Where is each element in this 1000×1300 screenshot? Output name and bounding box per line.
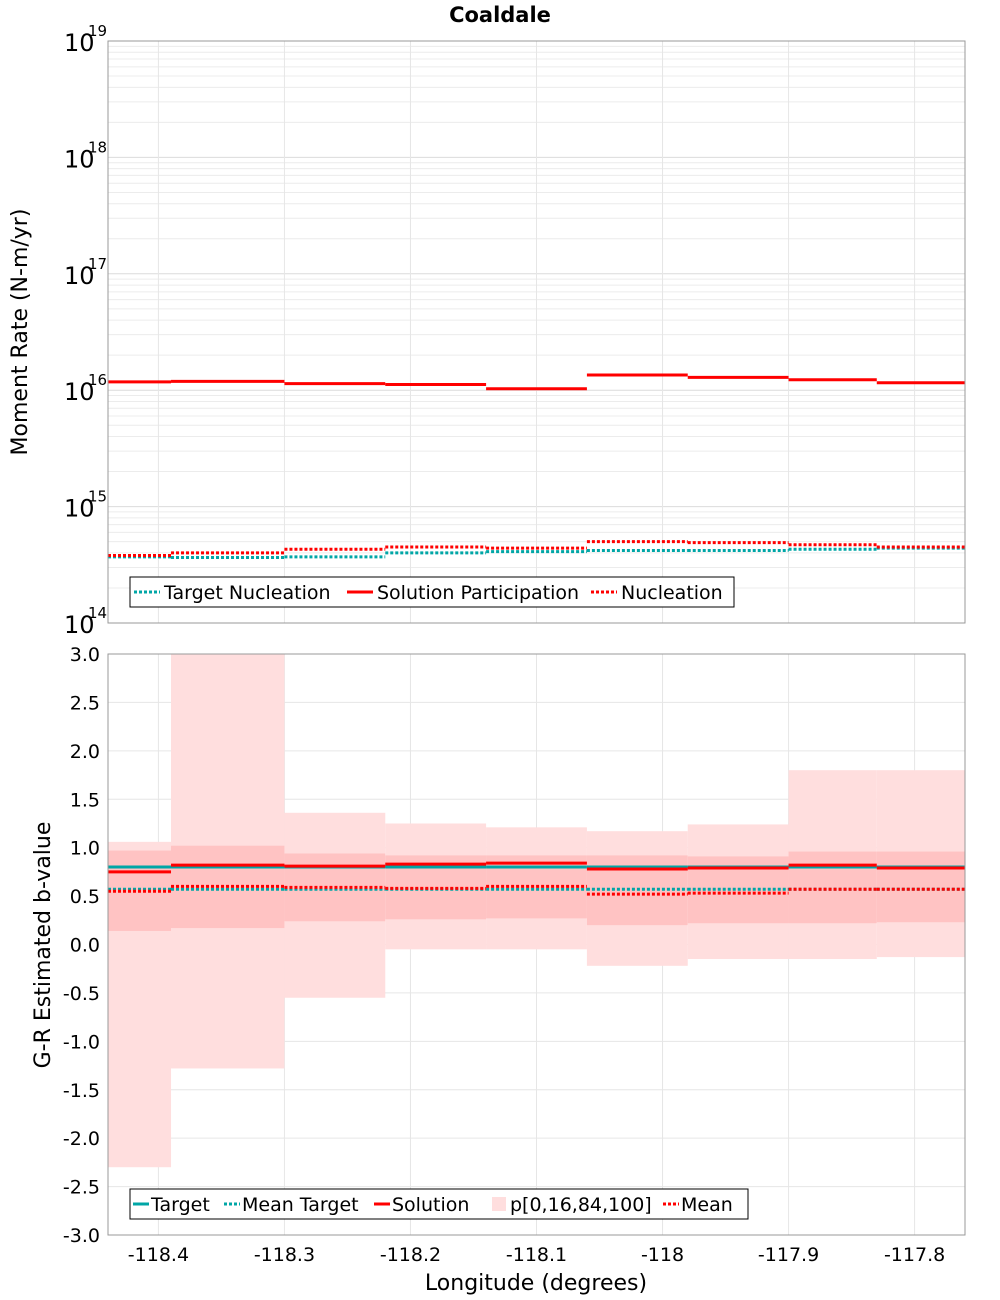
legend-label-p-0-16-84-100: p[0,16,84,100]	[510, 1194, 652, 1216]
y-tick-label: -0.5	[63, 983, 100, 1005]
x-tick-labels: -118.4 -118.3 -118.2 -118.1 -118 -117.9 -117.8	[128, 1244, 945, 1266]
y-tick-label: -3.0	[63, 1225, 100, 1247]
series-solution	[108, 861, 965, 874]
legend-swatch-p-0-16-84-100	[492, 1197, 506, 1211]
tick-base: 10	[64, 145, 95, 173]
tick-exponent: 17	[88, 255, 107, 273]
top-gridlines	[108, 41, 965, 624]
x-tick-label: -118.4	[128, 1244, 189, 1266]
x-tick-label: -117.9	[758, 1244, 819, 1266]
y-tick-label: 2.5	[70, 692, 100, 714]
bottom-legend: Target Mean Target Solution p[0,16,84,100] M…	[129, 1188, 749, 1220]
legend-label-target: Target	[150, 1194, 210, 1216]
legend-label-mean: Mean	[681, 1194, 733, 1216]
y-tick-label: 1.5	[70, 789, 100, 811]
tick-exponent: 18	[88, 138, 107, 156]
legend-label-solution: Solution	[392, 1194, 469, 1216]
tick-base: 10	[64, 29, 95, 57]
legend-box	[129, 576, 735, 608]
bottom-y-tick-labels: 3.0 2.5 2.0 1.5 1.0 0.5 0.0 -0.5 -1.0 -1.5 -2.0 -2.…	[63, 644, 100, 1247]
chart-title: Coaldale	[449, 3, 551, 27]
y-tick-label: 0.0	[70, 935, 100, 957]
band-p16-p84	[788, 851, 877, 924]
tick-base: 10	[64, 495, 95, 523]
tick-exponent: 16	[88, 371, 107, 389]
x-tick-label: -117.8	[884, 1244, 945, 1266]
band-p16-p84	[876, 851, 965, 923]
y-tick-label: 2.0	[70, 741, 100, 763]
series-solution-participation	[108, 373, 965, 391]
legend-box	[129, 1188, 749, 1220]
top-plot-frame	[107, 40, 966, 624]
y-tick-label: 1.0	[70, 838, 100, 860]
tick-base: 10	[64, 378, 95, 406]
series-mean	[108, 884, 965, 896]
top-y-axis-label: Moment Rate (N-m/yr)	[8, 209, 33, 456]
x-tick-label: -118.2	[380, 1244, 441, 1266]
y-tick-label: -1.0	[63, 1031, 100, 1053]
legend-label-target-nucleation: Target Nucleation	[163, 582, 331, 604]
x-tick-label: -118.1	[506, 1244, 567, 1266]
tick-base: 10	[64, 611, 95, 639]
y-tick-label: -2.5	[63, 1177, 100, 1199]
top-series	[108, 373, 965, 560]
y-tick-label: 0.5	[70, 886, 100, 908]
y-tick-label: -2.0	[63, 1128, 100, 1150]
bottom-panel: 3.0 2.5 2.0 1.5 1.0 0.5 0.0 -0.5 -1.0 -1.5 -2.0 -2.…	[63, 644, 966, 1266]
tick-exponent: 19	[88, 22, 107, 40]
y-tick-label: 3.0	[70, 644, 100, 666]
x-tick-label: -118.3	[254, 1244, 315, 1266]
legend-label-nucleation: Nucleation	[621, 582, 723, 604]
legend-label-solution-participation: Solution Participation	[377, 582, 579, 604]
series-nucleation	[108, 540, 965, 558]
bottom-y-axis-label: G-R Estimated b-value	[31, 822, 56, 1069]
top-legend: Target Nucleation Solution Participation N…	[129, 576, 735, 608]
tick-exponent: 14	[88, 604, 107, 622]
x-axis-label: Longitude (degrees)	[425, 1271, 647, 1296]
tick-exponent: 15	[88, 488, 107, 506]
y-tick-label: -1.5	[63, 1080, 100, 1102]
legend-label-mean-target: Mean Target	[242, 1194, 359, 1216]
x-tick-label: -118	[641, 1244, 684, 1266]
bottom-series	[108, 861, 965, 896]
bottom-plot-frame	[107, 653, 966, 1236]
tick-base: 10	[64, 262, 95, 290]
